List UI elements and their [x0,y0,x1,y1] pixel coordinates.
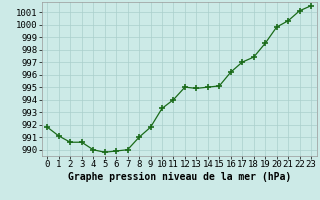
X-axis label: Graphe pression niveau de la mer (hPa): Graphe pression niveau de la mer (hPa) [68,172,291,182]
